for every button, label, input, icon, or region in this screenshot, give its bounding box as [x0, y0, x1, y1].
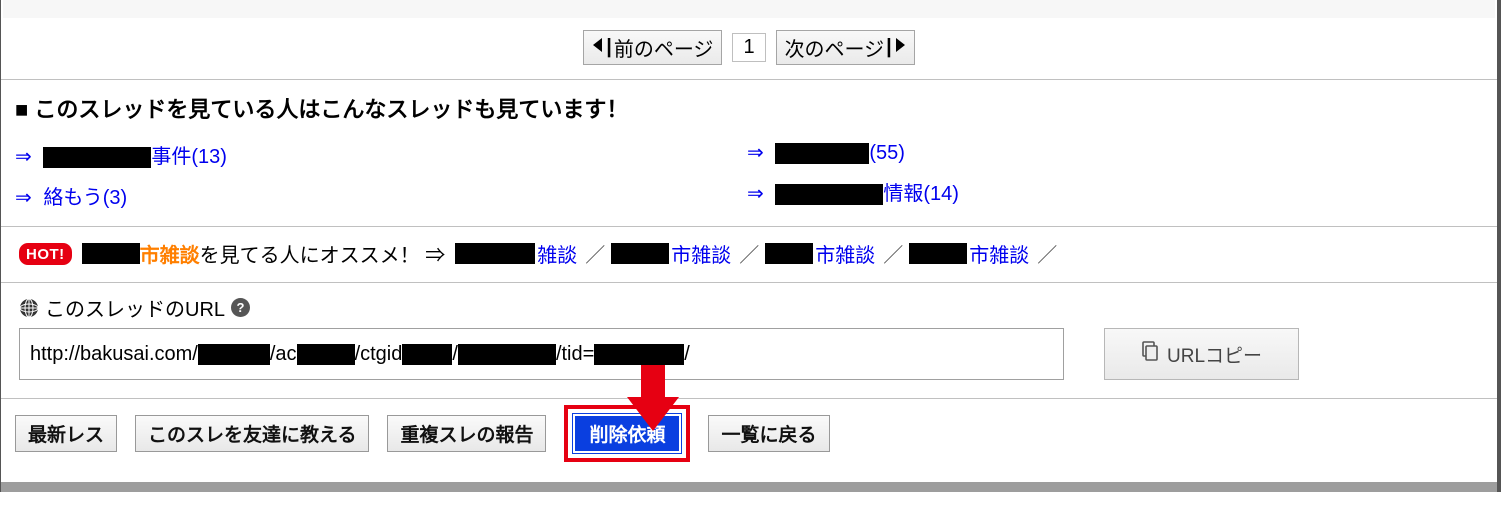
- triangle-left-icon: [592, 36, 604, 59]
- related-threads-section: ■ このスレッドを見ている人はこんなスレッドも見ています！ ⇒ 事件(13) ⇒…: [1, 80, 1497, 226]
- url-part: /tid=: [556, 343, 594, 366]
- redacted-text: [458, 344, 556, 365]
- redacted-text: [611, 243, 669, 264]
- copy-label: URLコピー: [1167, 341, 1262, 368]
- thread-url-section: このスレッドのURL ? http://bakusai.com/ /ac /ct…: [19, 293, 1479, 380]
- redacted-text: [82, 243, 140, 264]
- arrow-icon: ⇒: [747, 142, 764, 164]
- related-count: (13): [191, 146, 227, 168]
- redacted-text: [775, 143, 869, 164]
- pager: | 前のページ 1 次のページ |: [1, 24, 1497, 79]
- delete-request-button[interactable]: 削除依頼: [573, 414, 681, 453]
- related-count: (14): [923, 183, 959, 205]
- prev-page-button[interactable]: | 前のページ: [583, 30, 722, 65]
- related-col-right: ⇒ (55) ⇒ 情報(14): [747, 134, 1479, 216]
- related-item: ⇒ 絡もう(3): [15, 175, 747, 216]
- triangle-right-icon: [894, 36, 906, 59]
- tell-friend-button[interactable]: このスレを友達に教える: [135, 415, 369, 452]
- related-col-left: ⇒ 事件(13) ⇒ 絡もう(3): [15, 134, 747, 216]
- redacted-text: [198, 344, 270, 365]
- redacted-text: [775, 184, 883, 205]
- related-text: 情報: [883, 183, 923, 205]
- hot-link[interactable]: 市雑談: [969, 239, 1029, 268]
- top-grey-spacer: [3, 0, 1495, 18]
- prev-page-label: 前のページ: [614, 33, 714, 62]
- url-part: /ctgid: [355, 343, 403, 366]
- help-icon[interactable]: ?: [231, 298, 250, 317]
- bottom-bar: [1, 482, 1497, 492]
- related-link[interactable]: 情報(14): [775, 183, 959, 205]
- related-heading: ■ このスレッドを見ている人はこんなスレッドも見ています！: [15, 92, 1479, 124]
- related-link[interactable]: 事件(13): [43, 146, 227, 168]
- redacted-text: [455, 243, 535, 264]
- hot-link[interactable]: 市雑談: [815, 239, 875, 268]
- related-item: ⇒ 事件(13): [15, 134, 747, 175]
- slash-separator: ／: [739, 239, 759, 268]
- arrow-icon: ⇒: [15, 187, 32, 209]
- related-link[interactable]: (55): [775, 142, 905, 164]
- slash-separator: ／: [1037, 239, 1057, 268]
- url-copy-button[interactable]: URLコピー: [1104, 328, 1299, 380]
- separator: [1, 282, 1497, 283]
- hot-link[interactable]: 雑談: [537, 239, 577, 268]
- redacted-text: [909, 243, 967, 264]
- slash-separator: ／: [585, 239, 605, 268]
- related-count: (3): [103, 187, 127, 209]
- redacted-text: [594, 344, 684, 365]
- url-part: /: [684, 343, 690, 366]
- hot-badge: HOT!: [19, 243, 72, 265]
- related-item: ⇒ 情報(14): [747, 171, 1479, 212]
- arrow-icon: ⇒: [15, 146, 32, 168]
- related-text: 事件: [151, 146, 191, 168]
- thread-url-input[interactable]: http://bakusai.com/ /ac /ctgid / /tid= /: [19, 328, 1064, 380]
- redacted-text: [402, 344, 452, 365]
- hot-link[interactable]: 市雑談: [671, 239, 731, 268]
- hot-recommend-row: HOT! 市雑談 を見てる人にオススメ！ ⇒ 雑談 ／ 市雑談 ／ 市雑談 ／ …: [1, 227, 1497, 282]
- arrow-icon: ⇒: [747, 183, 764, 205]
- hot-city-orange: 市雑談: [140, 239, 200, 268]
- redacted-text: [297, 344, 355, 365]
- next-page-button[interactable]: 次のページ |: [776, 30, 915, 65]
- related-link[interactable]: 絡もう(3): [43, 187, 127, 209]
- action-button-row: 最新レス このスレを友達に教える 重複スレの報告 削除依頼 一覧に戻る: [1, 399, 1497, 478]
- copy-icon: [1141, 341, 1159, 367]
- current-page: 1: [732, 33, 765, 62]
- latest-response-button[interactable]: 最新レス: [15, 415, 117, 452]
- url-label: このスレッドのURL: [45, 293, 225, 322]
- globe-icon: [19, 298, 39, 318]
- url-part: /ac: [270, 343, 297, 366]
- related-count: (55): [869, 142, 905, 164]
- delete-highlight-frame: 削除依頼: [564, 405, 690, 462]
- related-item: ⇒ (55): [747, 134, 1479, 171]
- duplicate-report-button[interactable]: 重複スレの報告: [387, 415, 546, 452]
- next-page-label: 次のページ: [785, 33, 885, 62]
- hot-mid-text: を見てる人にオススメ！ ⇒: [200, 239, 446, 268]
- redacted-text: [43, 147, 151, 168]
- bar-icon: |: [886, 36, 892, 59]
- slash-separator: ／: [883, 239, 903, 268]
- bar-icon: |: [606, 36, 612, 59]
- redacted-text: [765, 243, 813, 264]
- back-to-list-button[interactable]: 一覧に戻る: [708, 415, 829, 452]
- url-part: http://bakusai.com/: [30, 343, 198, 366]
- related-text: 絡もう: [43, 187, 102, 209]
